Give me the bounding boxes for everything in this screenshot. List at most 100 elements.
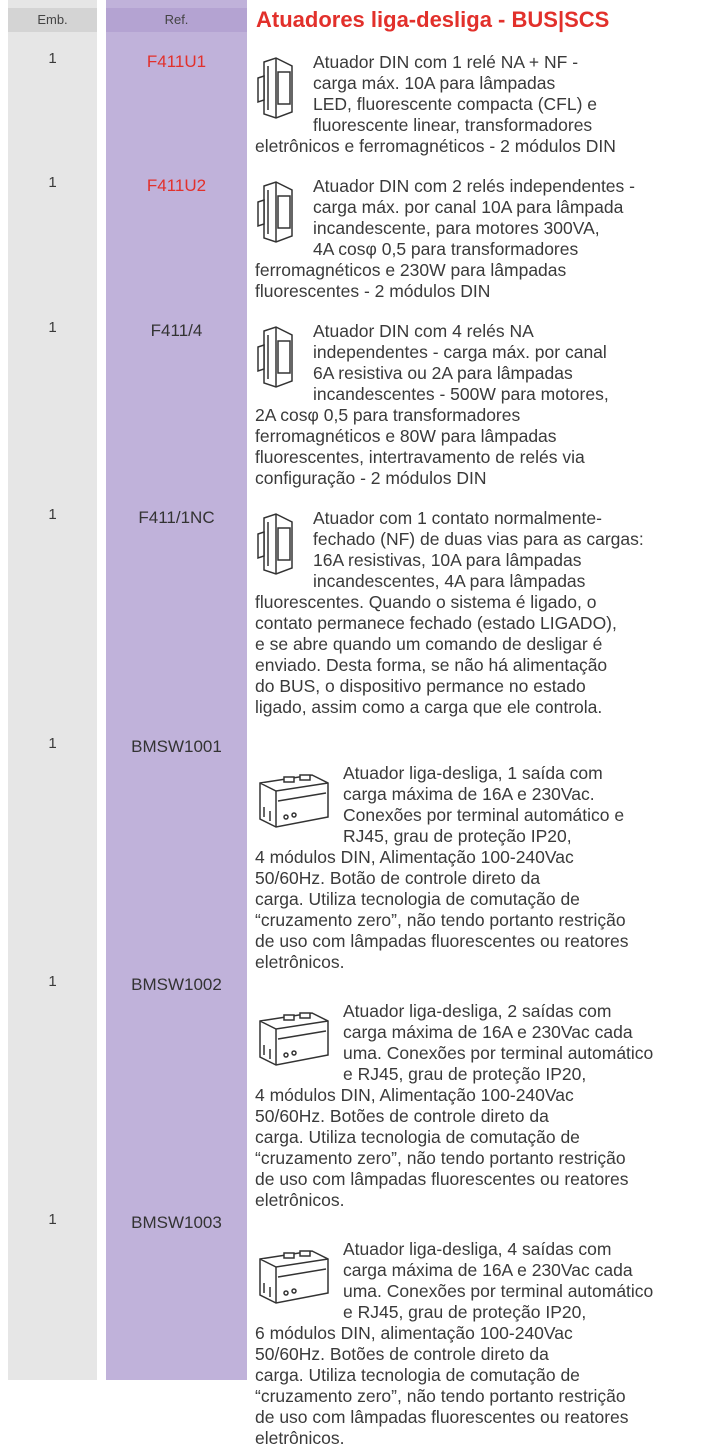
product-image	[256, 1005, 332, 1078]
description-line: Conexões por terminal automático e	[343, 805, 625, 825]
description-line: Atuador DIN com 4 relés NA	[313, 321, 534, 341]
description-line: ferromagnéticos e 80W para lâmpadas	[255, 426, 557, 446]
product-row: 1 F411U2 Atuador DIN com 2 relés independe…	[0, 174, 715, 319]
description-line: fechado (NF) de duas vias para as cargas…	[313, 529, 644, 549]
ref-code: BMSW1003	[131, 1213, 222, 1232]
emb-value: 1	[48, 319, 57, 336]
description-line: eletrônicos.	[255, 1190, 345, 1210]
description-line: contato permanece fechado (estado LIGADO…	[255, 613, 617, 633]
product-row: 1 F411/1NC Atuador com 1 contato normalmen…	[0, 506, 715, 735]
description-line: carga máx. 10A para lâmpadas	[313, 73, 556, 93]
description-line: 4A cosφ 0,5 para transformadores	[313, 239, 579, 259]
description-line: fluorescentes. Quando o sistema é ligado…	[255, 592, 597, 612]
description-line: Atuador liga-desliga, 4 saídas com	[343, 1239, 612, 1259]
description-line: Atuador DIN com 1 relé NA + NF -	[313, 52, 579, 72]
description-line: de uso com lâmpadas fluorescentes ou rea…	[255, 931, 629, 951]
description-line: “cruzamento zero”, não tendo portanto re…	[255, 1148, 626, 1168]
description-line: e RJ45, grau de proteção IP20,	[343, 1064, 587, 1084]
description-line: incandescentes, 4A para lâmpadas	[313, 571, 586, 591]
description-line: carga máxima de 16A e 230Vac cada	[343, 1260, 633, 1280]
product-row: 1 BMSW1002 Atuador liga-desliga, 2 saídas …	[0, 973, 715, 1211]
description-line: carga máxima de 16A e 230Vac cada	[343, 1022, 633, 1042]
description-line: “cruzamento zero”, não tendo portanto re…	[255, 910, 626, 930]
description-line: fluorescentes, intertravamento de relés …	[255, 447, 585, 467]
description-line: LED, fluorescente compacta (CFL) e	[313, 94, 598, 114]
emb-value: 1	[48, 50, 57, 67]
description: Atuador liga-desliga, 2 saídas com carga …	[255, 1001, 715, 1211]
description-line: 16A resistivas, 10A para lâmpadas	[313, 550, 582, 570]
description-line: 50/60Hz. Botão de controle direto da	[255, 868, 541, 888]
description-line: incandescentes - 500W para motores,	[313, 384, 609, 404]
description-line: carga máx. por canal 10A para lâmpada	[313, 197, 624, 217]
description: Atuador com 1 contato normalmente-fechad…	[255, 508, 715, 718]
ref-header: Ref.	[106, 8, 247, 32]
product-image	[256, 512, 300, 581]
description-line: eletrônicos e ferromagnéticos - 2 módulo…	[255, 136, 616, 156]
ref-code: F411U1	[146, 52, 207, 71]
description-line: enviado. Desta forma, se não há alimenta…	[255, 655, 608, 675]
emb-value: 1	[48, 1211, 57, 1228]
emb-value: 1	[48, 973, 57, 990]
description-line: carga máxima de 16A e 230Vac.	[343, 784, 595, 804]
description-line: de uso com lâmpadas fluorescentes ou rea…	[255, 1169, 629, 1189]
description-line: carga. Utiliza tecnologia de comutação d…	[255, 1127, 580, 1147]
description-line: 2A cosφ 0,5 para transformadores	[255, 405, 521, 425]
description-line: e se abre quando um comando de desligar …	[255, 634, 603, 654]
product-image	[256, 325, 300, 394]
description-line: incandescente, para motores 300VA,	[313, 218, 600, 238]
description-line: carga. Utiliza tecnologia de comutação d…	[255, 889, 580, 909]
description: Atuador liga-desliga, 1 saída com carga m…	[255, 763, 715, 973]
emb-value: 1	[48, 735, 57, 752]
description-line: do BUS, o dispositivo permance no estado	[255, 676, 586, 696]
description-line: de uso com lâmpadas fluorescentes ou rea…	[255, 1407, 629, 1427]
description: Atuador DIN com 4 relés NA independentes …	[255, 321, 715, 489]
description-line: Atuador liga-desliga, 2 saídas com	[343, 1001, 612, 1021]
description-line: fluorescente linear, transformadores	[313, 115, 593, 135]
description: Atuador DIN com 1 relé NA + NF - carga má…	[255, 52, 715, 157]
description-line: Atuador liga-desliga, 1 saída com	[343, 763, 603, 783]
ref-code: F411/4	[150, 321, 203, 340]
product-row: 1 BMSW1001 Atuador liga-desliga, 1 saída c…	[0, 735, 715, 973]
description-line: 6A resistiva ou 2A para lâmpadas	[313, 363, 573, 383]
description-line: eletrônicos.	[255, 1428, 345, 1448]
ref-code: BMSW1001	[131, 737, 222, 756]
description-line: 50/60Hz. Botões de controle direto da	[255, 1106, 549, 1126]
product-image	[256, 180, 300, 249]
product-image	[256, 1243, 332, 1316]
description-line: fluorescentes - 2 módulos DIN	[255, 281, 491, 301]
ref-column	[106, 0, 247, 1380]
description: Atuador DIN com 2 relés independentes -c…	[255, 176, 715, 302]
description-line: 4 módulos DIN, Alimentação 100-240Vac	[255, 1085, 574, 1105]
description-line: independentes - carga máx. por canal	[313, 342, 607, 362]
product-row: 1 F411U1 Atuador DIN com 1 relé NA + NF -c…	[0, 50, 715, 174]
ref-code: F411/1NC	[138, 508, 215, 527]
product-row: 1 BMSW1003 Atuador liga-desliga, 4 saídas …	[0, 1211, 715, 1449]
product-image	[256, 767, 332, 840]
description-line: uma. Conexões por terminal automático	[343, 1281, 654, 1301]
description-line: Atuador DIN com 2 relés independentes -	[313, 176, 635, 196]
description-line: configuração - 2 módulos DIN	[255, 468, 487, 488]
product-list: 1 F411U1 Atuador DIN com 1 relé NA + NF -c…	[0, 50, 715, 1449]
description-line: RJ45, grau de proteção IP20,	[343, 826, 572, 846]
description-line: uma. Conexões por terminal automático	[343, 1043, 654, 1063]
ref-code: F411U2	[146, 176, 207, 195]
emb-column	[8, 0, 97, 1380]
description-line: 50/60Hz. Botões de controle direto da	[255, 1344, 549, 1364]
description-line: e RJ45, grau de proteção IP20,	[343, 1302, 587, 1322]
description-line: 6 módulos DIN, alimentação 100-240Vac	[255, 1323, 573, 1343]
description-line: ligado, assim como a carga que ele contr…	[255, 697, 603, 717]
emb-value: 1	[48, 174, 57, 191]
emb-header: Emb.	[8, 8, 97, 32]
product-row: 1 F411/4 Atuador DIN com 4 relés NA indepen…	[0, 319, 715, 506]
section-title: Atuadores liga-desliga - BUS|SCS	[256, 7, 610, 32]
product-image	[256, 56, 300, 125]
description-line: ferromagnéticos e 230W para lâmpadas	[255, 260, 567, 280]
description-line: carga. Utiliza tecnologia de comutação d…	[255, 1365, 580, 1385]
description-line: 4 módulos DIN, Alimentação 100-240Vac	[255, 847, 574, 867]
description-line: “cruzamento zero”, não tendo portanto re…	[255, 1386, 626, 1406]
description-line: Atuador com 1 contato normalmente-	[313, 508, 602, 528]
ref-code: BMSW1002	[131, 975, 222, 994]
page: Emb. Ref. Atuadores liga-desliga - BUS|S…	[8, 0, 654, 1448]
description-line: eletrônicos.	[255, 952, 345, 972]
emb-value: 1	[48, 506, 57, 523]
